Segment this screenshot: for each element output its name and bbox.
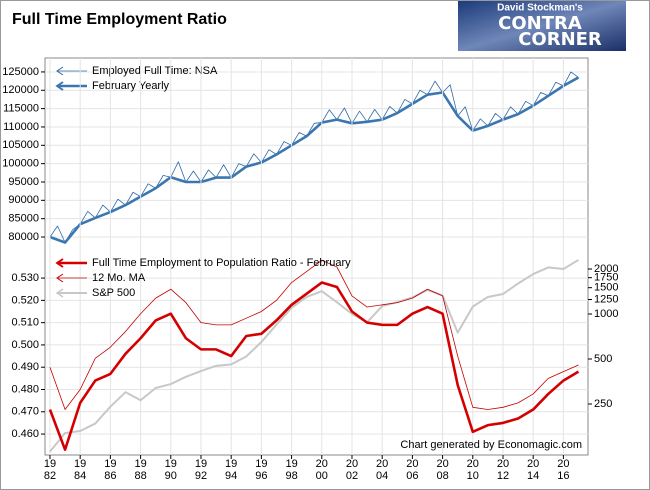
legend-arrow (55, 258, 64, 268)
x-tick-label: 19 94 (225, 458, 238, 482)
y-tick-label: 120000 (2, 84, 39, 96)
x-tick-label: 20 06 (406, 458, 419, 482)
x-tick-label: 20 14 (527, 458, 540, 482)
y-tick-label: 100000 (2, 158, 39, 170)
y2-tick-label: 2000 (594, 263, 618, 275)
x-tick-label: 20 04 (376, 458, 389, 482)
y2-tick-label: 1000 (594, 308, 618, 320)
x-tick-label: 20 02 (345, 458, 359, 482)
legend-arrow (56, 66, 64, 76)
legend-label: S&P 500 (92, 287, 135, 299)
y-tick-label: 0.480 (11, 383, 39, 395)
x-tick-label: 19 84 (74, 458, 87, 482)
x-tick-label: 20 10 (466, 458, 479, 482)
legend-label: February Yearly (92, 80, 170, 92)
legend-label: Employed Full Time: NSA (92, 65, 218, 77)
series-line (48, 281, 580, 451)
y-tick-label: 0.490 (11, 361, 39, 373)
y-tick-label: 0.510 (11, 317, 39, 329)
plot-area (44, 57, 589, 456)
x-tick-label: 19 98 (285, 458, 298, 482)
y-tick-label: 90000 (8, 194, 39, 206)
logo-line2: CORNER (518, 29, 602, 50)
y-tick-label: 0.530 (11, 272, 39, 284)
legend-label: Full Time Employment to Population Ratio… (92, 257, 351, 269)
y-tick-label: 125000 (2, 66, 39, 78)
logo (458, 1, 626, 51)
y-tick-label: 80000 (8, 231, 39, 243)
legend-label: 12 Mo. MA (92, 272, 146, 284)
y2-tick-label: 500 (594, 353, 612, 365)
logo-byline: David Stockman's (497, 3, 583, 14)
y-tick-label: 0.470 (11, 406, 39, 418)
y2-tick-label: 1500 (594, 282, 618, 294)
y-tick-label: 0.500 (11, 339, 39, 351)
logo-line1: CONTRA (498, 13, 582, 34)
x-tick-label: 19 86 (104, 458, 117, 482)
x-tick-label: 19 92 (194, 458, 208, 482)
series-line (49, 76, 580, 244)
y2-tick-label: 1250 (594, 293, 618, 305)
y-tick-label: 0.520 (11, 294, 39, 306)
y-tick-label: 0.460 (11, 428, 39, 440)
legend-arrow (55, 81, 64, 91)
y-tick-label: 110000 (3, 121, 39, 133)
legend-arrow (55, 288, 64, 298)
x-tick-label: 19 96 (255, 458, 268, 482)
x-tick-label: 19 88 (134, 458, 147, 482)
y-tick-label: 115000 (3, 103, 39, 115)
x-tick-label: 19 82 (43, 458, 57, 482)
series-line (49, 259, 580, 453)
y2-tick-label: 250 (594, 398, 612, 410)
series-line (49, 259, 579, 410)
x-tick-label: 20 08 (436, 458, 449, 482)
series-line (49, 71, 579, 243)
y-tick-label: 105000 (2, 139, 39, 151)
x-tick-label: 19 90 (164, 458, 177, 482)
chart-title: Full Time Employment Ratio (12, 11, 227, 28)
x-tick-label: 20 00 (315, 458, 328, 482)
x-tick-label: 20 16 (557, 458, 570, 482)
legend-arrow (56, 273, 64, 283)
y-tick-label: 85000 (8, 213, 39, 225)
x-tick-label: 20 12 (496, 458, 510, 482)
y-tick-label: 95000 (8, 176, 39, 188)
y2-tick-label: 1750 (594, 272, 618, 284)
annotation: Chart generated by Economagic.com (400, 439, 582, 451)
